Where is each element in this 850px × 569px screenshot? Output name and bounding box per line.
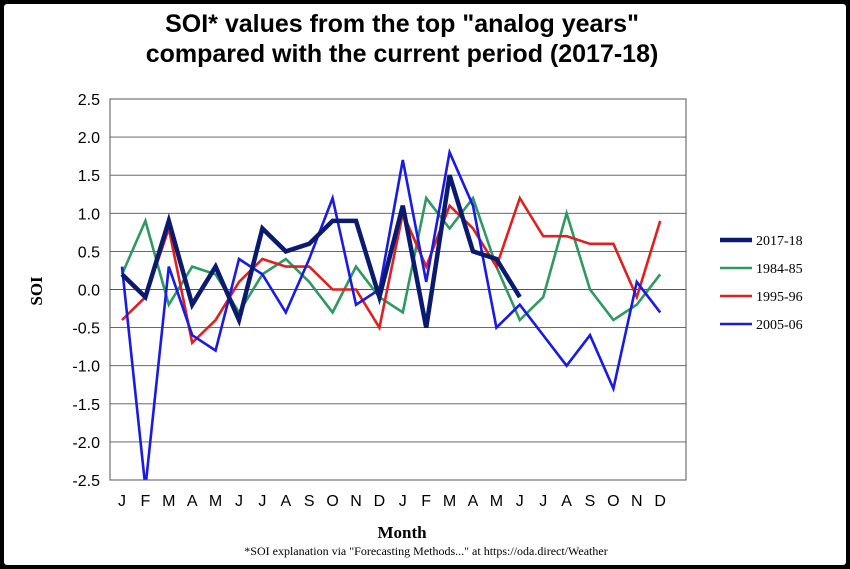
x-tick-label: N <box>631 493 643 510</box>
x-tick-label: S <box>585 493 596 510</box>
series-line-1995-96 <box>121 195 662 346</box>
legend: 2017-18 1984-85 1995-96 2005-06 <box>720 234 803 333</box>
chart-title-line-2: compared with the current period (2017-1… <box>146 40 659 68</box>
x-tick-label: M <box>490 493 503 510</box>
y-tick-label: 1.0 <box>78 206 100 223</box>
x-tick-label: J <box>539 493 547 510</box>
plot-area-border <box>109 98 687 481</box>
y-axis-label: SOI <box>27 276 46 306</box>
y-tick-label: -1.5 <box>72 397 100 414</box>
soi-line-chart: SOI* values from the top "analog years" … <box>27 10 803 558</box>
x-tick-label: M <box>162 493 175 510</box>
x-tick-label: A <box>280 493 291 510</box>
x-tick-label: A <box>468 493 479 510</box>
grid-lines <box>110 98 686 481</box>
x-tick-label: J <box>235 493 243 510</box>
x-tick-label: O <box>326 493 338 510</box>
y-tick-label: 2.5 <box>78 92 100 109</box>
legend-label-1995-96: 1995-96 <box>756 290 803 305</box>
y-tick-label: -1.0 <box>72 359 100 376</box>
x-tick-label: F <box>141 493 151 510</box>
x-tick-label: F <box>421 493 431 510</box>
chart-title-line-1: SOI* values from the top "analog years" <box>165 10 639 38</box>
x-tick-label: O <box>607 493 619 510</box>
x-tick-label: J <box>399 493 407 510</box>
series-lines <box>120 147 662 480</box>
y-tick-label: -2.0 <box>72 435 100 452</box>
y-tick-label: -0.5 <box>72 321 100 338</box>
y-tick-label: 0.5 <box>78 244 100 261</box>
y-tick-label: 0.0 <box>78 283 100 300</box>
x-tick-label: J <box>258 493 266 510</box>
x-tick-label: D <box>654 493 666 510</box>
legend-label-2017-18: 2017-18 <box>756 234 803 249</box>
x-tick-label: S <box>304 493 315 510</box>
chart-panel: SOI* values from the top "analog years" … <box>4 4 846 565</box>
footnote: *SOI explanation via "Forecasting Method… <box>244 544 607 558</box>
legend-label-2005-06: 2005-06 <box>756 318 803 333</box>
x-tick-label: N <box>350 493 362 510</box>
y-tick-label: 1.5 <box>78 168 100 185</box>
y-tick-label: 2.0 <box>78 130 100 147</box>
x-tick-label: A <box>561 493 572 510</box>
legend-label-1984-85: 1984-85 <box>756 262 803 277</box>
x-tick-label: M <box>443 493 456 510</box>
x-tick-label: A <box>187 493 198 510</box>
y-tick-labels: 2.5 2.0 1.5 1.0 0.5 0.0 -0.5 -1.0 -1.5 -2.0 -2.5 <box>72 92 100 490</box>
y-tick-label: -2.5 <box>72 473 100 490</box>
x-axis-label: Month <box>377 523 427 542</box>
x-tick-label: J <box>118 493 126 510</box>
series-line-2005-06 <box>120 147 662 480</box>
series-line-2017-18 <box>120 174 522 329</box>
x-tick-label: D <box>374 493 386 510</box>
x-tick-label: J <box>516 493 524 510</box>
x-tick-label: M <box>209 493 222 510</box>
